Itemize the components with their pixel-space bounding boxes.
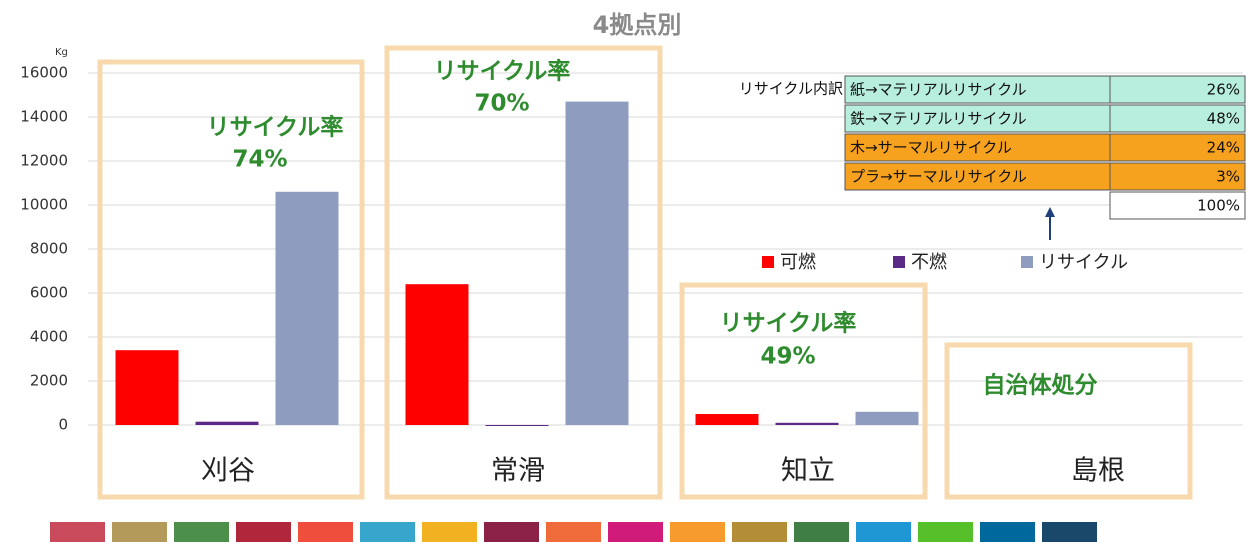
chart-title: 4拠点別 [593,11,682,39]
arrow-head [1045,207,1055,217]
x-tick-label: 知立 [781,456,835,487]
table-cell [844,75,1111,104]
breakdown-table: リサイクル内訳 紙→マテリアルリサイクル 26% 鉄→マテリアルリサイクル 48% 木→サ… [739,75,1246,220]
table-item: プラ→サーマルリサイクル [850,168,1027,186]
bar [405,284,469,425]
y-tick-label: 14000 [20,108,68,126]
table-value: 24% [1207,139,1240,157]
y-tick-label: 10000 [20,196,68,214]
legend-label: リサイクル [1039,252,1128,273]
annotation-box [384,45,663,500]
annotation-label: 自治体処分 [983,372,1098,399]
bar [695,414,759,425]
annotation-label: リサイクル率 [207,114,344,141]
y-tick-label: 2000 [30,372,68,390]
y-tick-label: 12000 [20,152,68,170]
table-total: 100% [1197,197,1240,215]
annotation-label: リサイクル率 [720,310,857,337]
annotation-rate: 70% [474,91,529,117]
y-tick-label: 16000 [20,64,68,82]
annotation-label: リサイクル率 [434,58,571,85]
y-tick-label: 0 [58,416,68,434]
bar [775,422,839,425]
table-cell [1109,162,1246,191]
annotation-rate: 49% [760,344,815,370]
table-cell [844,162,1111,191]
table-cell [1109,75,1246,104]
bar [115,350,179,425]
y-tick-label: 8000 [30,240,68,258]
x-tick-label: 島根 [1071,456,1125,487]
color-strip [50,522,1097,542]
x-tick-label: 常滑 [491,456,545,487]
table-item: 木→サーマルリサイクル [850,139,1012,157]
table-value: 26% [1207,81,1240,99]
bars: 刈谷 常滑 知立 島根 [115,101,1125,487]
legend-swatch [762,256,774,268]
table-cell [1109,133,1246,162]
y-unit: Kg [55,47,68,58]
legend-label: 可燃 [780,252,816,273]
annotation-box [944,342,1193,500]
annotation-rate: 74% [232,147,287,173]
table-value: 3% [1216,168,1240,186]
bar [195,421,259,425]
table-item: 紙→マテリアルリサイクル [850,81,1027,99]
bar [565,101,629,425]
y-tick-label: 6000 [30,284,68,302]
bar [485,425,549,426]
legend-swatch [1021,256,1033,268]
legend-swatch [893,256,905,268]
legend: 可燃 不燃 リサイクル [762,252,1128,273]
x-tick-label: 刈谷 [201,456,255,487]
table-item: 鉄→マテリアルリサイクル [850,110,1027,128]
table-cell [1109,191,1246,220]
annotation-box [679,282,928,500]
legend-label: 不燃 [911,252,947,273]
bar [275,191,339,425]
y-tick-label: 4000 [30,328,68,346]
annotation-box [97,59,365,500]
table-cell [844,104,1111,133]
table-title: リサイクル内訳 [739,80,843,98]
bar [855,411,919,425]
table-value: 48% [1207,110,1240,128]
table-cell [1109,104,1246,133]
